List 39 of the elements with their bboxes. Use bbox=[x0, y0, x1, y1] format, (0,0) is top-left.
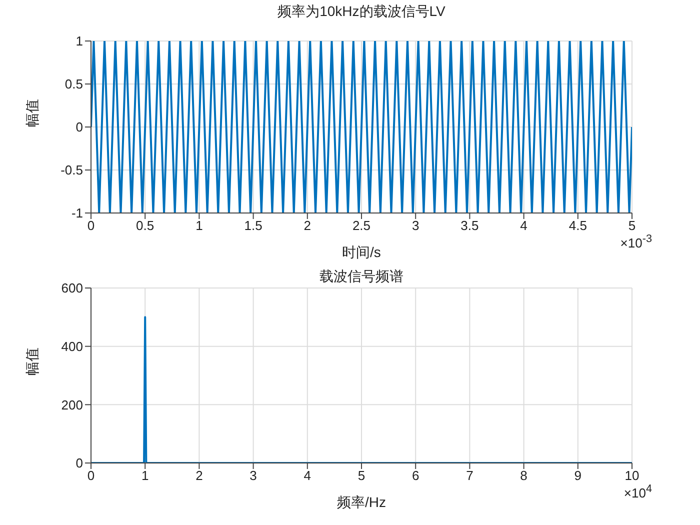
x-tick-label: 1 bbox=[196, 218, 203, 234]
x-tick-label: 4 bbox=[520, 218, 528, 234]
x-tick-label: 1.5 bbox=[244, 218, 262, 234]
x-tick-label: 5 bbox=[628, 218, 636, 234]
y-axis-title: 幅值 bbox=[24, 348, 40, 376]
y-tick-label: 0 bbox=[76, 456, 83, 471]
x-tick-label: 3 bbox=[250, 468, 257, 484]
x-tick-label: 1 bbox=[141, 468, 149, 484]
x-tick-label: 2 bbox=[304, 218, 312, 234]
x-tick-label: 9 bbox=[574, 468, 582, 484]
x-tick-label: 10 bbox=[624, 468, 640, 484]
y-tick-label: 400 bbox=[61, 338, 83, 354]
x-axis-title: 时间/s bbox=[342, 244, 381, 260]
text: ×10$^{-3}$ bbox=[620, 233, 652, 250]
y-tick-label: 1 bbox=[76, 34, 83, 49]
x-tick-label: 7 bbox=[466, 468, 474, 484]
y-tick-label: 200 bbox=[61, 397, 83, 412]
x-tick-label: 2 bbox=[196, 468, 203, 484]
y-tick-label: 600 bbox=[61, 280, 83, 296]
x-tick-label: 0 bbox=[87, 468, 95, 484]
y-tick-label: 0.5 bbox=[64, 76, 83, 92]
x-axis-title: 频率/Hz bbox=[337, 494, 386, 510]
x-tick-label: 3.5 bbox=[460, 218, 479, 234]
x-tick-label: 5 bbox=[358, 468, 366, 484]
y-tick-label: -1 bbox=[71, 206, 83, 221]
x-tick-label: 4 bbox=[304, 468, 312, 484]
x-tick-label: 2.5 bbox=[352, 218, 371, 234]
chart-title: 频率为10kHz的载波信号LV bbox=[276, 3, 446, 21]
x-tick-label: 6 bbox=[412, 468, 420, 484]
x-tick-label: 0 bbox=[87, 218, 95, 234]
x-tick-label: 4.5 bbox=[568, 218, 587, 234]
y-tick-label: -0.5 bbox=[60, 162, 83, 178]
chart-title: 载波信号频谱 bbox=[320, 268, 404, 284]
text: ×10$^{4}$ bbox=[624, 483, 652, 500]
x-tick-label: 3 bbox=[412, 218, 420, 234]
x-tick-label: 8 bbox=[520, 468, 528, 484]
y-tick-label: 0 bbox=[76, 120, 83, 135]
x-tick-label: 0.5 bbox=[136, 218, 154, 234]
y-axis-title: 幅值 bbox=[24, 99, 40, 127]
